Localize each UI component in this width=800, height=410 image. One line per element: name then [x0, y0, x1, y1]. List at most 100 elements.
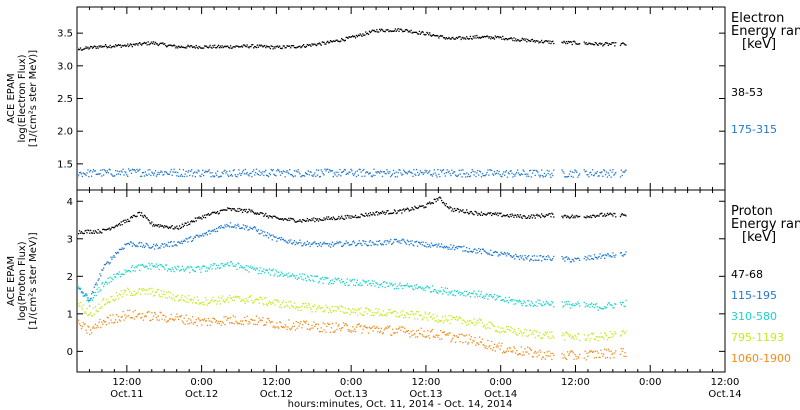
data-point	[604, 213, 606, 215]
data-point	[171, 45, 173, 47]
data-point	[467, 37, 469, 40]
data-point	[179, 242, 182, 244]
data-point	[236, 225, 238, 227]
data-point	[490, 348, 492, 350]
data-point	[275, 326, 277, 328]
data-points	[70, 196, 627, 361]
data-point	[217, 264, 220, 267]
data-point	[277, 326, 279, 328]
data-point	[516, 255, 518, 257]
data-point	[163, 290, 165, 292]
data-point	[214, 228, 216, 231]
data-point	[282, 45, 284, 47]
data-point	[248, 208, 250, 210]
data-point	[543, 40, 546, 43]
data-point	[254, 319, 256, 321]
data-point	[70, 231, 71, 232]
data-point	[126, 270, 128, 272]
data-point	[334, 243, 336, 245]
data-point	[404, 242, 407, 244]
data-point	[446, 287, 448, 290]
data-point	[379, 313, 382, 315]
data-point	[403, 317, 405, 319]
data-point	[322, 219, 324, 221]
data-point	[464, 250, 466, 252]
data-point	[588, 176, 590, 178]
data-point	[69, 49, 70, 50]
data-point	[348, 244, 350, 246]
data-point	[568, 353, 571, 355]
data-point	[586, 352, 588, 354]
data-point	[561, 256, 563, 258]
data-point	[291, 175, 294, 177]
x-tick-date-label: Oct.14	[708, 389, 741, 400]
data-point	[462, 292, 464, 294]
data-point	[422, 289, 424, 291]
data-point	[258, 170, 260, 172]
data-point	[449, 173, 451, 175]
data-point	[385, 29, 387, 31]
data-point	[349, 244, 351, 246]
data-point	[136, 315, 138, 318]
data-point	[467, 211, 469, 214]
data-point	[472, 213, 474, 215]
data-point	[147, 311, 149, 313]
data-point	[548, 303, 550, 306]
data-point	[378, 286, 380, 289]
data-point	[94, 306, 96, 308]
data-point	[568, 217, 571, 219]
data-point	[341, 38, 343, 40]
data-point	[56, 51, 57, 52]
data-point	[377, 244, 379, 246]
data-point	[94, 170, 96, 172]
data-point	[316, 307, 319, 309]
data-point	[239, 207, 241, 210]
data-point	[493, 213, 496, 215]
data-point	[369, 309, 371, 311]
data-point	[544, 175, 546, 178]
data-point	[223, 209, 225, 211]
data-point	[91, 299, 94, 301]
data-point	[305, 280, 308, 282]
data-point	[536, 356, 538, 358]
data-point	[331, 241, 333, 243]
data-point	[463, 38, 465, 40]
data-point	[432, 202, 434, 204]
data-point	[474, 35, 476, 37]
data-point	[291, 273, 294, 275]
data-point	[113, 227, 115, 229]
data-point	[611, 256, 613, 258]
data-point	[103, 320, 105, 322]
data-point	[316, 275, 319, 277]
data-point	[212, 175, 214, 177]
data-point	[450, 340, 452, 343]
data-point	[250, 211, 252, 213]
data-point	[531, 331, 534, 333]
data-point	[196, 296, 198, 298]
data-point	[536, 170, 538, 172]
data-point	[470, 292, 472, 294]
data-point	[399, 326, 401, 328]
data-point	[262, 212, 264, 215]
data-point	[529, 258, 532, 260]
data-point	[509, 300, 511, 302]
data-point	[147, 293, 149, 295]
data-point	[539, 299, 541, 301]
data-point	[533, 40, 535, 42]
data-point	[202, 233, 204, 235]
data-point	[538, 302, 540, 305]
data-point	[147, 244, 149, 247]
data-point	[294, 329, 296, 331]
data-point	[610, 213, 612, 215]
data-point	[592, 175, 595, 177]
data-point	[137, 314, 139, 316]
data-point	[258, 269, 260, 272]
data-point	[542, 301, 545, 303]
data-point	[125, 317, 127, 319]
data-point	[312, 305, 314, 307]
data-point	[318, 331, 321, 333]
data-point	[482, 344, 484, 346]
data-point	[524, 39, 526, 42]
data-point	[90, 329, 92, 331]
data-point	[282, 219, 284, 221]
